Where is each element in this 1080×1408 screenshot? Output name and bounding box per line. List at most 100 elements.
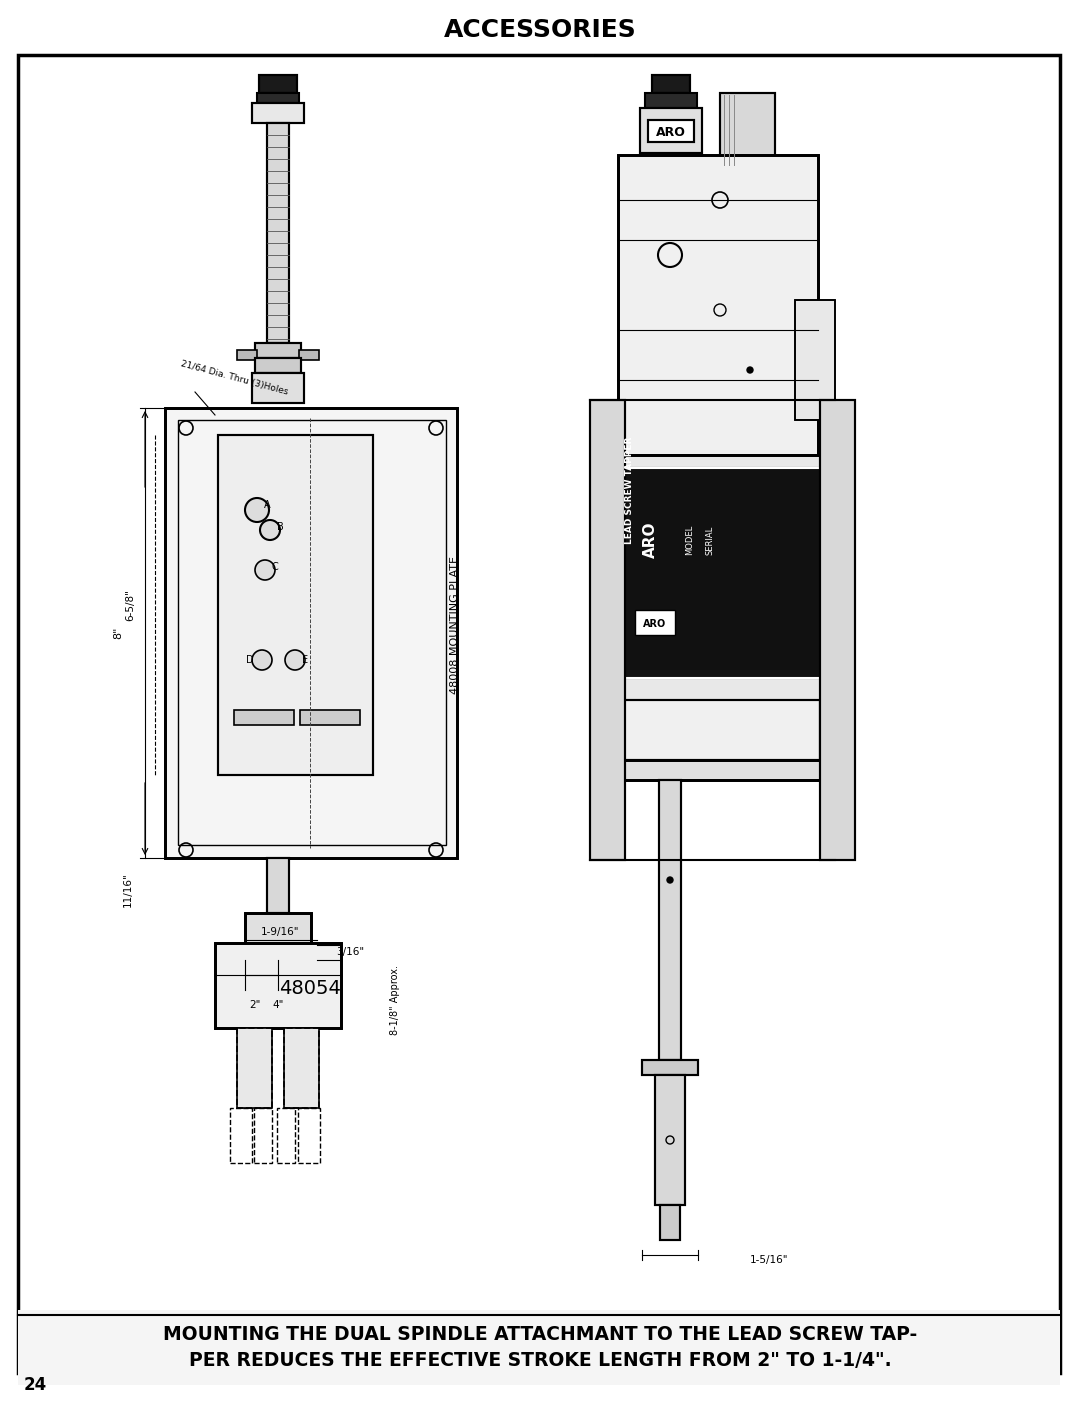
Text: 4": 4" bbox=[272, 1000, 284, 1010]
Bar bbox=[640, 108, 702, 153]
Bar bbox=[255, 358, 301, 373]
Bar bbox=[659, 780, 681, 1060]
Bar bbox=[659, 780, 681, 1060]
Circle shape bbox=[260, 520, 280, 541]
Bar bbox=[165, 408, 457, 857]
Bar bbox=[254, 1108, 272, 1163]
Bar bbox=[215, 943, 341, 1028]
Bar bbox=[820, 400, 855, 860]
Bar bbox=[660, 1205, 680, 1240]
Bar bbox=[237, 1028, 272, 1108]
Bar bbox=[234, 710, 294, 725]
Text: A: A bbox=[264, 500, 270, 510]
Circle shape bbox=[245, 498, 269, 522]
Bar bbox=[218, 435, 373, 774]
Bar bbox=[620, 700, 820, 760]
Text: 6-5/8": 6-5/8" bbox=[125, 589, 135, 621]
Circle shape bbox=[667, 877, 673, 883]
Bar bbox=[255, 358, 301, 373]
Bar bbox=[600, 760, 840, 780]
Circle shape bbox=[285, 650, 305, 670]
Text: ·: · bbox=[1057, 382, 1063, 398]
Bar bbox=[642, 1060, 698, 1074]
Bar bbox=[259, 75, 297, 93]
Bar bbox=[276, 1108, 295, 1163]
Bar bbox=[267, 857, 289, 912]
Bar bbox=[215, 943, 341, 1028]
Text: 11/16": 11/16" bbox=[123, 873, 133, 907]
Text: MODEL: MODEL bbox=[686, 525, 694, 555]
Bar bbox=[255, 344, 301, 358]
Text: B: B bbox=[276, 522, 283, 532]
Text: E: E bbox=[302, 655, 308, 665]
Bar bbox=[245, 912, 311, 943]
Bar bbox=[237, 351, 257, 360]
Bar bbox=[299, 351, 319, 360]
Bar bbox=[257, 93, 299, 103]
Text: ·: · bbox=[1057, 170, 1063, 189]
Bar bbox=[654, 1074, 685, 1205]
Text: 48054: 48054 bbox=[279, 979, 341, 997]
Text: C: C bbox=[272, 562, 279, 572]
Bar bbox=[642, 1060, 698, 1074]
Text: ARO: ARO bbox=[643, 522, 658, 558]
Bar bbox=[652, 75, 690, 93]
Bar bbox=[284, 1028, 319, 1108]
Bar bbox=[252, 373, 303, 403]
Bar bbox=[237, 1028, 272, 1108]
Text: 8": 8" bbox=[113, 627, 123, 639]
Bar bbox=[615, 467, 825, 679]
Text: ARO: ARO bbox=[656, 127, 686, 139]
Bar bbox=[218, 435, 373, 774]
Bar bbox=[252, 103, 303, 122]
Bar bbox=[590, 400, 625, 860]
Bar bbox=[600, 760, 840, 780]
Text: D: D bbox=[246, 655, 254, 665]
Circle shape bbox=[252, 650, 272, 670]
Bar bbox=[648, 120, 694, 142]
Bar bbox=[267, 122, 289, 344]
Bar bbox=[259, 75, 297, 93]
Bar bbox=[720, 93, 775, 168]
Bar bbox=[620, 700, 820, 760]
Text: PER REDUCES THE EFFECTIVE STROKE LENGTH FROM 2" TO 1-1/4".: PER REDUCES THE EFFECTIVE STROKE LENGTH … bbox=[189, 1350, 891, 1370]
Bar bbox=[648, 120, 694, 142]
Bar bbox=[720, 93, 775, 168]
Bar bbox=[300, 710, 360, 725]
Bar bbox=[165, 408, 457, 857]
Bar bbox=[615, 467, 825, 679]
Text: 1-9/16": 1-9/16" bbox=[260, 926, 299, 936]
Bar bbox=[230, 1108, 252, 1163]
Bar bbox=[267, 122, 289, 344]
Bar bbox=[600, 455, 840, 700]
Circle shape bbox=[255, 560, 275, 580]
Text: 1-5/16": 1-5/16" bbox=[750, 1255, 788, 1264]
Text: 8-1/8" Approx.: 8-1/8" Approx. bbox=[390, 964, 400, 1035]
Bar bbox=[795, 300, 835, 420]
Bar bbox=[654, 1074, 685, 1205]
Text: MOUNTING THE DUAL SPINDLE ATTACHMANT TO THE LEAD SCREW TAP-: MOUNTING THE DUAL SPINDLE ATTACHMANT TO … bbox=[163, 1325, 917, 1345]
Bar bbox=[640, 108, 702, 153]
Bar bbox=[618, 155, 818, 455]
Circle shape bbox=[747, 367, 753, 373]
Bar bbox=[635, 610, 675, 635]
Bar bbox=[795, 300, 835, 420]
Bar bbox=[252, 103, 303, 122]
Text: 48008 MOUNTING PLATE: 48008 MOUNTING PLATE bbox=[450, 556, 460, 694]
Text: 21/64 Dia. Thru (3)Holes: 21/64 Dia. Thru (3)Holes bbox=[180, 359, 289, 397]
Text: SERIAL: SERIAL bbox=[705, 525, 715, 555]
Text: 24: 24 bbox=[24, 1376, 46, 1394]
Bar bbox=[18, 1309, 1059, 1385]
Bar bbox=[652, 75, 690, 93]
Bar bbox=[255, 344, 301, 358]
Text: ARO: ARO bbox=[644, 620, 666, 629]
Bar bbox=[645, 93, 697, 108]
Bar bbox=[245, 912, 311, 943]
Text: 2": 2" bbox=[249, 1000, 260, 1010]
Bar bbox=[820, 400, 855, 860]
Bar bbox=[267, 857, 289, 912]
Text: ACCESSORIES: ACCESSORIES bbox=[444, 18, 636, 42]
Bar bbox=[252, 373, 303, 403]
Bar bbox=[600, 455, 840, 700]
Bar bbox=[178, 420, 446, 845]
